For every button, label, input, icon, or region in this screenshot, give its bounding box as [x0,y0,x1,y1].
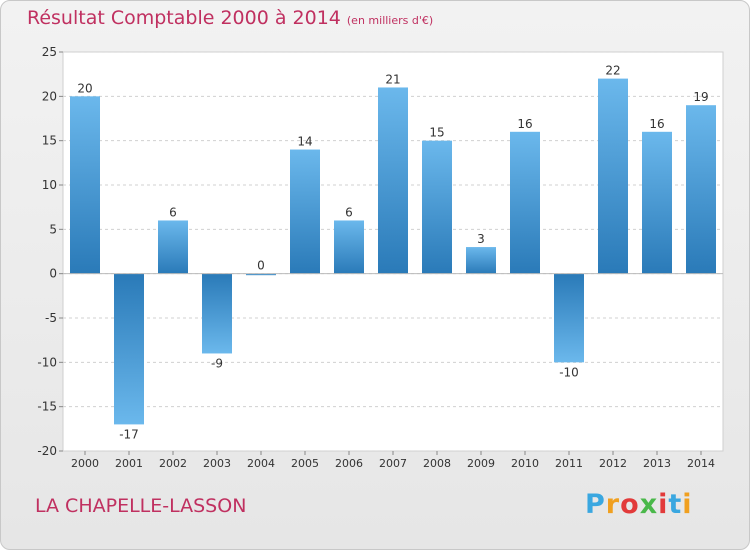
bar [642,131,672,274]
data-label: 6 [345,205,353,219]
bar [378,87,408,274]
bar [686,105,716,274]
x-tick-label: 2012 [599,457,627,470]
y-tick-label: 15 [42,134,57,148]
y-tick-label: 5 [49,222,57,236]
bar [554,273,584,363]
y-tick-label: -5 [45,311,57,325]
x-tick-label: 2004 [247,457,275,470]
x-tick-label: 2002 [159,457,187,470]
data-label: 16 [649,117,664,131]
x-tick-label: 2014 [687,457,715,470]
data-label: 3 [477,232,485,246]
x-tick-label: 2009 [467,457,495,470]
x-tick-label: 2013 [643,457,671,470]
proxiti-logo: Proxiti [585,489,693,520]
data-label: 14 [297,135,312,149]
data-label: 21 [385,72,400,86]
y-tick-label: 10 [42,178,57,192]
bar [598,78,628,274]
bar [422,140,452,274]
x-tick-label: 2000 [71,457,99,470]
logo-letter: i [682,489,693,520]
data-label: -10 [559,365,579,379]
y-tick-label: 0 [49,267,57,281]
chart-title-text: Résultat Comptable 2000 à 2014 [27,7,341,29]
x-tick-label: 2007 [379,457,407,470]
data-label: 20 [77,81,92,95]
x-tick-label: 2003 [203,457,231,470]
logo-letter: o [620,489,640,520]
data-label: 22 [605,64,620,78]
y-tick-label: 20 [42,89,57,103]
logo-letter: r [605,489,621,520]
logo-letter: t [668,489,683,520]
y-tick-label: -20 [37,444,57,458]
bar [466,247,496,274]
logo-letter: P [585,489,606,520]
y-tick-label: 25 [42,45,57,59]
bar [70,96,100,274]
chart-title: Résultat Comptable 2000 à 2014 (en millie… [27,7,433,29]
x-tick-label: 2010 [511,457,539,470]
x-tick-label: 2008 [423,457,451,470]
bar [334,220,364,274]
data-label: 6 [169,205,177,219]
x-tick-label: 2011 [555,457,583,470]
y-tick-label: -10 [37,355,57,369]
y-tick-label: -15 [37,400,57,414]
logo-letter: i [658,489,669,520]
data-label: -17 [119,427,139,441]
bar [290,149,320,274]
bar [158,220,188,274]
chart-subtitle: (en milliers d'€) [346,14,434,27]
bar [202,273,232,354]
x-tick-label: 2001 [115,457,143,470]
data-label: 16 [517,117,532,131]
x-tick-label: 2006 [335,457,363,470]
bar [114,273,144,425]
data-label: 0 [257,259,265,273]
bar [246,273,276,276]
x-tick-label: 2005 [291,457,319,470]
data-label: 15 [429,126,444,140]
town-name: LA CHAPELLE-LASSON [35,495,247,517]
data-label: 19 [693,90,708,104]
data-label: -9 [211,356,223,370]
bar [510,131,540,274]
logo-letter: x [639,489,659,520]
